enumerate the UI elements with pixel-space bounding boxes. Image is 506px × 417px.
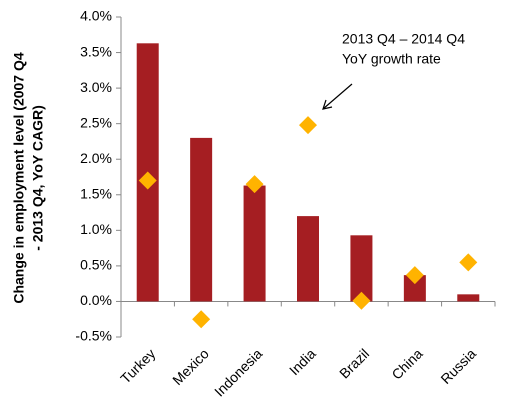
annotation-line: YoY growth rate: [342, 51, 441, 67]
diamond-marker: [405, 266, 424, 285]
y-tick-label: 1.5%: [80, 185, 112, 201]
x-tick-label: Russia: [437, 345, 479, 387]
y-tick-label: 0.0%: [80, 292, 112, 308]
bar: [403, 275, 426, 302]
bar: [350, 235, 373, 302]
x-tick-label: Mexico: [169, 345, 212, 388]
x-tick-label: Brazil: [336, 345, 372, 381]
y-tick-label: 2.0%: [80, 150, 112, 166]
diamond-marker: [192, 310, 211, 329]
x-tick-label: Indonesia: [211, 345, 265, 399]
diamond-marker: [299, 116, 317, 135]
annotation-line: 2013 Q4 – 2014 Q4: [342, 31, 465, 47]
bar: [243, 185, 266, 302]
y-axis-title: Change in employment level (2007 Q4 - 20…: [11, 52, 46, 304]
diamond-marker: [138, 171, 157, 190]
diamond-marker: [245, 175, 264, 194]
y-axis-title-line: Change in employment level (2007 Q4: [11, 52, 27, 304]
y-tick-label: -0.5%: [75, 328, 112, 344]
x-tick-label: India: [286, 345, 319, 378]
annotation-arrowhead: [322, 99, 333, 110]
y-axis-title-line: - 2013 Q4, YoY CAGR): [30, 105, 46, 251]
bar: [297, 216, 319, 302]
bar: [190, 137, 213, 302]
y-tick-label: 2.5%: [80, 114, 112, 130]
bar: [457, 294, 480, 302]
diamond-marker: [352, 291, 371, 310]
y-tick-label: 3.5%: [80, 43, 112, 59]
y-tick-label: 0.5%: [80, 257, 112, 273]
x-tick-label: Turkey: [117, 345, 158, 386]
annotation-arrow: [322, 83, 353, 110]
y-tick-label: 1.0%: [80, 221, 112, 237]
y-tick-label: 3.0%: [80, 79, 112, 95]
x-tick-label: China: [388, 345, 425, 382]
diamond-marker: [459, 253, 478, 272]
y-tick-label: 4.0%: [80, 8, 112, 24]
